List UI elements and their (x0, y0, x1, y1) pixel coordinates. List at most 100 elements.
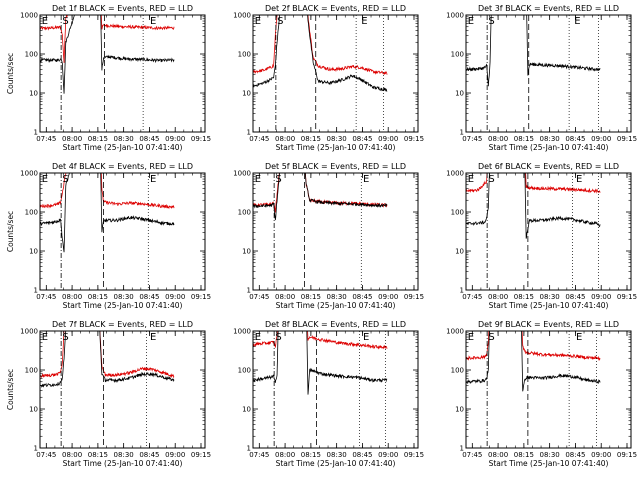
y-tick-label: 100 (451, 367, 464, 375)
plot-frame (465, 14, 632, 133)
x-tick-label: 08:45 (139, 451, 159, 459)
lld-series-line (40, 331, 175, 379)
plot-frame (252, 14, 419, 133)
marker-label: S (488, 332, 494, 343)
y-axis-label: Counts/sec (6, 211, 15, 252)
events-series-line (40, 173, 175, 253)
y-tick-label: 1000 (20, 12, 38, 20)
y-tick-label: 100 (238, 367, 251, 375)
x-axis-start-time-label: Start Time (25-Jan-10 07:41:40) (63, 459, 183, 468)
x-tick-label: 08:00 (62, 451, 82, 459)
y-tick-label: 1000 (446, 12, 464, 20)
x-axis-start-time-label: Start Time (25-Jan-10 07:41:40) (63, 301, 183, 310)
plot-frame (252, 330, 419, 449)
plot-frame (465, 330, 632, 449)
panel-1: Det 1f BLACK = Events, RED = LLD E S E 1 10 10… (6, 4, 211, 152)
x-tick-label: 07:45 (36, 293, 56, 301)
x-tick-label: 08:00 (488, 293, 508, 301)
x-tick-label: 08:45 (352, 293, 372, 301)
x-tick-label: 07:45 (462, 293, 482, 301)
x-tick-label: 09:15 (404, 451, 424, 459)
y-tick-label: 1 (460, 129, 464, 137)
y-tick-label: 100 (25, 51, 38, 59)
x-tick-label: 09:00 (165, 293, 185, 301)
events-series-line (253, 15, 388, 92)
lld-series-line (466, 331, 601, 361)
y-tick-label: 1 (247, 445, 251, 453)
y-tick-label: 1000 (233, 170, 251, 178)
events-series-line (466, 15, 601, 87)
x-tick-label: 08:45 (352, 135, 372, 143)
y-tick-label: 1000 (20, 328, 38, 336)
x-tick-label: 08:00 (62, 135, 82, 143)
y-tick-label: 1000 (446, 170, 464, 178)
plot-frame (39, 14, 206, 133)
marker-label: E (468, 174, 474, 185)
events-series-line (253, 331, 388, 395)
x-tick-label: 09:00 (591, 451, 611, 459)
marker-label: E (42, 174, 48, 185)
x-tick-label: 08:30 (540, 451, 560, 459)
x-tick-label: 08:45 (565, 293, 585, 301)
x-axis-start-time-label: Start Time (25-Jan-10 07:41:40) (276, 301, 396, 310)
y-tick-label: 10 (29, 248, 38, 256)
panel-4: Det 4f BLACK = Events, RED = LLD E S E 1 10 10… (6, 162, 211, 310)
panel-title: Det 5f BLACK = Events, RED = LLD (265, 162, 406, 171)
x-tick-label: 09:15 (191, 293, 211, 301)
y-tick-label: 1 (34, 287, 38, 295)
marker-label: E (42, 16, 48, 27)
marker-label: E (255, 332, 261, 343)
y-tick-label: 1 (460, 445, 464, 453)
x-tick-label: 08:30 (540, 293, 560, 301)
marker-label: S (277, 16, 283, 27)
plot-frame (39, 172, 206, 291)
x-tick-label: 08:15 (514, 451, 534, 459)
events-series-line (40, 331, 175, 388)
marker-label: E (574, 16, 580, 27)
x-tick-label: 07:45 (249, 451, 269, 459)
marker-label: E (150, 16, 156, 27)
x-tick-label: 09:00 (165, 451, 185, 459)
x-tick-label: 09:15 (191, 135, 211, 143)
x-tick-label: 08:15 (88, 293, 108, 301)
y-tick-label: 1000 (233, 12, 251, 20)
x-tick-label: 07:45 (462, 135, 482, 143)
panel-title: Det 9f BLACK = Events, RED = LLD (478, 320, 619, 329)
panel-5: Det 5f BLACK = Events, RED = LLD E S E 1 10 10… (233, 162, 424, 310)
y-tick-label: 10 (242, 248, 251, 256)
lld-series-line (253, 15, 388, 75)
events-series-line (466, 173, 601, 239)
x-tick-label: 09:15 (617, 451, 637, 459)
x-tick-label: 08:30 (114, 451, 134, 459)
x-tick-label: 08:45 (565, 135, 585, 143)
y-tick-label: 1000 (20, 170, 38, 178)
x-tick-label: 08:45 (565, 451, 585, 459)
x-tick-label: 09:15 (404, 135, 424, 143)
x-tick-label: 09:00 (165, 135, 185, 143)
y-tick-label: 10 (455, 90, 464, 98)
x-tick-label: 07:45 (36, 451, 56, 459)
lld-series-line (40, 15, 175, 63)
y-tick-label: 100 (451, 209, 464, 217)
plot-frame (465, 172, 632, 291)
x-tick-label: 08:30 (327, 135, 347, 143)
panel-2: Det 2f BLACK = Events, RED = LLD E S E 1 10 10… (233, 4, 424, 152)
y-tick-label: 1 (34, 129, 38, 137)
y-tick-label: 1 (247, 287, 251, 295)
lld-series-line (253, 331, 388, 350)
y-tick-label: 1000 (446, 328, 464, 336)
x-tick-label: 08:30 (540, 135, 560, 143)
plot-frame (39, 330, 206, 449)
x-tick-label: 08:00 (488, 135, 508, 143)
marker-label: E (468, 16, 474, 27)
x-tick-label: 08:15 (301, 135, 321, 143)
panel-3: Det 3f BLACK = Events, RED = LLD E S E 1 10 10… (446, 4, 637, 152)
marker-label: E (150, 174, 156, 185)
x-tick-label: 08:00 (488, 451, 508, 459)
panel-title: Det 2f BLACK = Events, RED = LLD (265, 4, 406, 13)
panel-title: Det 6f BLACK = Events, RED = LLD (478, 162, 619, 171)
y-axis-label: Counts/sec (6, 369, 15, 410)
x-tick-label: 08:15 (301, 451, 321, 459)
marker-label: E (150, 332, 156, 343)
